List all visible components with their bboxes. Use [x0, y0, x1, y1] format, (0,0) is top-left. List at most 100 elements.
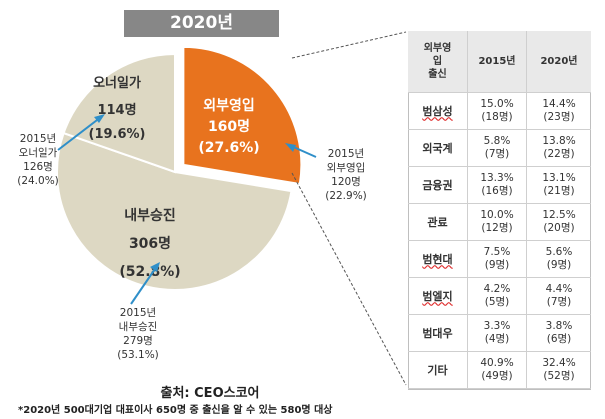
callout-owner-line: (24.0%) [17, 175, 59, 187]
row-category: 범삼성 [408, 92, 468, 130]
cell-2020: 13.8% (22명) [526, 129, 591, 167]
cell-count: (52명) [543, 370, 575, 382]
row-category: 범현대 [408, 240, 468, 278]
cell-percent: 12.5% [542, 209, 576, 221]
cell-2020: 14.4% (23명) [526, 92, 591, 130]
cell-count: (4명) [484, 333, 510, 345]
row-category: 외국계 [408, 129, 468, 167]
callout-owner-line: 오너일가 [19, 146, 58, 159]
label-owner-pct: (19.6%) [89, 127, 146, 142]
callout-arrow-inside [130, 265, 158, 305]
background-table: 외부영 입 출신 2015년 2020년 범삼성 15.0% (18명) 14.4%(… [408, 31, 591, 389]
cell-percent: 4.4% [545, 283, 573, 295]
callout-arrowhead-outside [285, 143, 296, 152]
cell-2015: 3.3% (4명) [467, 314, 527, 352]
label-outside-name: 외부영입 [203, 97, 255, 114]
label-outside-count: 160명 [208, 118, 250, 135]
row-category: 기타 [408, 351, 468, 389]
cell-count: (49명) [481, 370, 513, 382]
cell-count: (7명) [484, 148, 510, 160]
table-row: 범삼성 15.0% (18명) 14.4% (23명) [408, 92, 591, 130]
callout-inside-line: 내부승진 [119, 321, 158, 333]
label-owner-name: 오너일가 [93, 75, 141, 91]
cell-2020: 12.5% (20명) [526, 203, 591, 241]
callout-arrowhead-owner [94, 114, 105, 123]
cell-2020: 13.1% (21명) [526, 166, 591, 204]
label-inside-name: 내부승진 [124, 207, 176, 224]
cell-count: (6명) [546, 333, 572, 345]
cell-percent: 7.5% [483, 246, 511, 258]
cell-percent: 32.4% [542, 357, 576, 369]
cell-count: (7명) [546, 296, 572, 308]
callout-inside-line: 279명 [123, 335, 153, 347]
callout-outside-line: (22.9%) [325, 190, 367, 202]
cell-percent: 3.8% [545, 320, 573, 332]
callout-outside-line: 120명 [331, 176, 361, 188]
cell-count: (20명) [543, 222, 575, 234]
callout-owner-line: 2015년 [20, 133, 56, 145]
cell-2015: 13.3% (16명) [467, 166, 527, 204]
cell-2020: 32.4% (52명) [526, 351, 591, 389]
table-row: 금융권 13.3% (16명) 13.1% (21명) [408, 166, 591, 204]
table-row: 범현대 7.5% (9명) 5.6% (9명) [408, 240, 591, 278]
cell-count: (18명) [481, 111, 513, 123]
row-category: 범대우 [408, 314, 468, 352]
cell-count: (21명) [543, 185, 575, 197]
callout-inside-2015: 2015년 내부승진 279명 (53.1%) [117, 307, 159, 361]
label-owner: 오너일가 114명 (19.6%) [89, 75, 146, 142]
table-row: 범대우 3.3% (4명) 3.8% (6명) [408, 314, 591, 352]
header-2015: 2015년 [467, 31, 527, 93]
callout-outside-2015: 2015년 외부영입 120명 (22.9%) [325, 148, 367, 202]
chart-title: 2020년 [124, 10, 279, 37]
cell-count: (23명) [543, 111, 575, 123]
callout-outside-line: 외부영입 [327, 161, 366, 174]
cell-percent: 5.8% [483, 135, 511, 147]
pie-slice-2 [62, 52, 176, 174]
cell-2015: 40.9% (49명) [467, 351, 527, 389]
pie-slice-0 [182, 45, 303, 186]
cell-percent: 13.1% [542, 172, 576, 184]
cell-percent: 4.2% [483, 283, 511, 295]
table-row: 범엘지 4.2% (5명) 4.4% (7명) [408, 277, 591, 315]
label-inside-pct: (52.8%) [119, 264, 180, 280]
connector-lines [291, 31, 407, 386]
label-inside: 내부승진 306명 (52.8%) [119, 207, 180, 280]
cell-count: (9명) [484, 259, 510, 271]
callout-arrow-owner [57, 116, 102, 151]
table-row: 관료 10.0% (12명) 12.5% (20명) [408, 203, 591, 241]
callout-arrowhead-inside [150, 262, 160, 272]
cell-2020: 4.4% (7명) [526, 277, 591, 315]
cell-count: (5명) [484, 296, 510, 308]
cell-2015: 15.0% (18명) [467, 92, 527, 130]
label-outside: 외부영입 160명 (27.6%) [198, 97, 259, 156]
source-note: 출처: CEO스코어 [160, 386, 260, 401]
row-category: 관료 [408, 203, 468, 241]
pie-slice-1 [56, 131, 293, 291]
cell-2020: 3.8% (6명) [526, 314, 591, 352]
cell-count: (22명) [543, 148, 575, 160]
cell-count: (12명) [481, 222, 513, 234]
cell-2020: 5.6% (9명) [526, 240, 591, 278]
table-header-row: 외부영 입 출신 2015년 2020년 [408, 31, 591, 93]
cell-percent: 40.9% [480, 357, 514, 369]
cell-percent: 13.8% [542, 135, 576, 147]
cell-percent: 3.3% [483, 320, 511, 332]
cell-2015: 10.0% (12명) [467, 203, 527, 241]
callout-owner-2015: 2015년 오너일가 126명 (24.0%) [17, 133, 59, 187]
cell-2015: 7.5% (9명) [467, 240, 527, 278]
cell-percent: 5.6% [545, 246, 573, 258]
cell-percent: 13.3% [480, 172, 514, 184]
callout-outside-line: 2015년 [328, 148, 364, 160]
table-row: 기타 40.9% (49명) 32.4% (52명) [408, 351, 591, 389]
cell-2015: 5.8% (7명) [467, 129, 527, 167]
cell-percent: 10.0% [480, 209, 514, 221]
cell-count: (16명) [481, 185, 513, 197]
callout-owner-line: 126명 [23, 161, 53, 173]
footnote: *2020년 500대기업 대표이사 650명 중 출신을 알 수 있는 580… [18, 405, 333, 416]
callout-inside-line: (53.1%) [117, 349, 159, 361]
header-category: 외부영 입 출신 [408, 31, 468, 93]
label-inside-count: 306명 [129, 235, 171, 252]
label-outside-pct: (27.6%) [198, 140, 259, 156]
callout-inside-line: 2015년 [120, 307, 156, 319]
